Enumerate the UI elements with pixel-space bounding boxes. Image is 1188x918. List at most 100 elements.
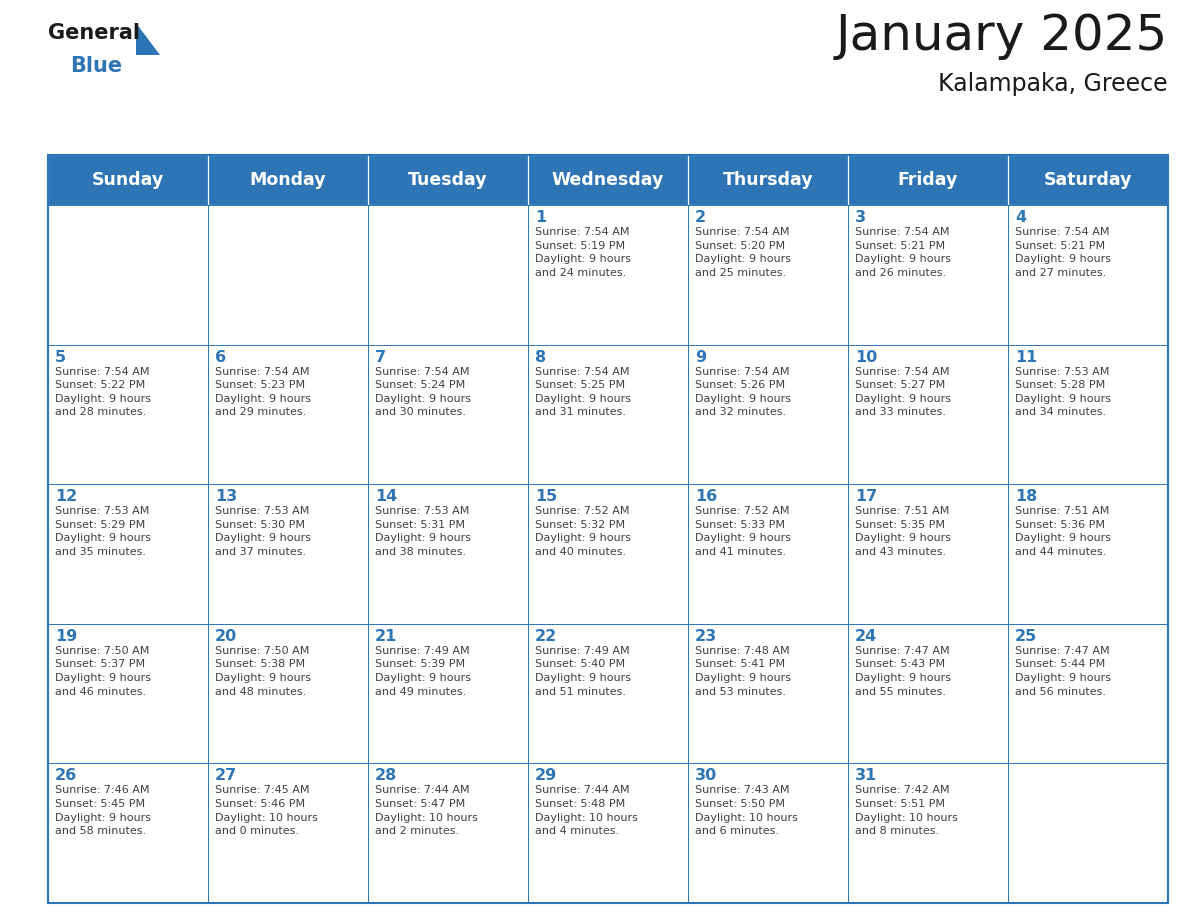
Bar xyxy=(1007,764,1168,903)
Text: Monday: Monday xyxy=(249,171,327,189)
Text: 3: 3 xyxy=(855,210,866,225)
Text: Sunrise: 7:47 AM
Sunset: 5:43 PM
Daylight: 9 hours
and 55 minutes.: Sunrise: 7:47 AM Sunset: 5:43 PM Dayligh… xyxy=(855,645,952,697)
Text: Sunrise: 7:54 AM
Sunset: 5:23 PM
Daylight: 9 hours
and 29 minutes.: Sunrise: 7:54 AM Sunset: 5:23 PM Dayligh… xyxy=(215,366,311,418)
Text: Sunrise: 7:45 AM
Sunset: 5:46 PM
Daylight: 10 hours
and 0 minutes.: Sunrise: 7:45 AM Sunset: 5:46 PM Dayligh… xyxy=(215,786,318,836)
Text: 24: 24 xyxy=(855,629,877,644)
Bar xyxy=(688,155,848,205)
Bar xyxy=(368,624,527,764)
Polygon shape xyxy=(135,23,160,55)
Bar xyxy=(688,205,848,344)
Bar xyxy=(208,205,368,344)
Bar xyxy=(368,205,527,344)
Text: 31: 31 xyxy=(855,768,877,783)
Text: 18: 18 xyxy=(1015,489,1037,504)
Text: Sunrise: 7:53 AM
Sunset: 5:30 PM
Daylight: 9 hours
and 37 minutes.: Sunrise: 7:53 AM Sunset: 5:30 PM Dayligh… xyxy=(215,506,311,557)
Text: 5: 5 xyxy=(55,350,67,364)
Bar xyxy=(368,484,527,624)
Bar xyxy=(848,484,1007,624)
Text: 11: 11 xyxy=(1015,350,1037,364)
Bar xyxy=(368,764,527,903)
Bar xyxy=(527,155,688,205)
Text: Sunrise: 7:53 AM
Sunset: 5:28 PM
Daylight: 9 hours
and 34 minutes.: Sunrise: 7:53 AM Sunset: 5:28 PM Dayligh… xyxy=(1015,366,1111,418)
Bar xyxy=(527,484,688,624)
Bar xyxy=(1007,344,1168,484)
Text: Sunrise: 7:54 AM
Sunset: 5:27 PM
Daylight: 9 hours
and 33 minutes.: Sunrise: 7:54 AM Sunset: 5:27 PM Dayligh… xyxy=(855,366,952,418)
Text: 8: 8 xyxy=(535,350,546,364)
Bar xyxy=(688,764,848,903)
Text: 26: 26 xyxy=(55,768,77,783)
Bar xyxy=(848,205,1007,344)
Text: Sunrise: 7:54 AM
Sunset: 5:21 PM
Daylight: 9 hours
and 27 minutes.: Sunrise: 7:54 AM Sunset: 5:21 PM Dayligh… xyxy=(1015,227,1111,278)
Text: Thursday: Thursday xyxy=(722,171,814,189)
Text: Sunrise: 7:54 AM
Sunset: 5:26 PM
Daylight: 9 hours
and 32 minutes.: Sunrise: 7:54 AM Sunset: 5:26 PM Dayligh… xyxy=(695,366,791,418)
Bar xyxy=(527,764,688,903)
Bar xyxy=(688,344,848,484)
Text: Sunrise: 7:52 AM
Sunset: 5:33 PM
Daylight: 9 hours
and 41 minutes.: Sunrise: 7:52 AM Sunset: 5:33 PM Dayligh… xyxy=(695,506,791,557)
Text: Kalampaka, Greece: Kalampaka, Greece xyxy=(939,72,1168,96)
Text: 10: 10 xyxy=(855,350,877,364)
Bar xyxy=(1007,624,1168,764)
Text: Saturday: Saturday xyxy=(1044,171,1132,189)
Text: Friday: Friday xyxy=(898,171,959,189)
Text: Sunrise: 7:49 AM
Sunset: 5:39 PM
Daylight: 9 hours
and 49 minutes.: Sunrise: 7:49 AM Sunset: 5:39 PM Dayligh… xyxy=(375,645,470,697)
Text: 25: 25 xyxy=(1015,629,1037,644)
Text: Sunrise: 7:49 AM
Sunset: 5:40 PM
Daylight: 9 hours
and 51 minutes.: Sunrise: 7:49 AM Sunset: 5:40 PM Dayligh… xyxy=(535,645,631,697)
Bar xyxy=(688,484,848,624)
Bar xyxy=(848,155,1007,205)
Bar xyxy=(48,344,208,484)
Text: Sunrise: 7:54 AM
Sunset: 5:19 PM
Daylight: 9 hours
and 24 minutes.: Sunrise: 7:54 AM Sunset: 5:19 PM Dayligh… xyxy=(535,227,631,278)
Text: Sunrise: 7:53 AM
Sunset: 5:31 PM
Daylight: 9 hours
and 38 minutes.: Sunrise: 7:53 AM Sunset: 5:31 PM Dayligh… xyxy=(375,506,470,557)
Bar xyxy=(208,624,368,764)
Bar xyxy=(48,155,1168,903)
Bar xyxy=(848,624,1007,764)
Text: 1: 1 xyxy=(535,210,546,225)
Bar xyxy=(527,624,688,764)
Text: 29: 29 xyxy=(535,768,557,783)
Text: Sunrise: 7:44 AM
Sunset: 5:47 PM
Daylight: 10 hours
and 2 minutes.: Sunrise: 7:44 AM Sunset: 5:47 PM Dayligh… xyxy=(375,786,478,836)
Bar xyxy=(208,344,368,484)
Text: Sunrise: 7:54 AM
Sunset: 5:21 PM
Daylight: 9 hours
and 26 minutes.: Sunrise: 7:54 AM Sunset: 5:21 PM Dayligh… xyxy=(855,227,952,278)
Text: Sunrise: 7:47 AM
Sunset: 5:44 PM
Daylight: 9 hours
and 56 minutes.: Sunrise: 7:47 AM Sunset: 5:44 PM Dayligh… xyxy=(1015,645,1111,697)
Text: 2: 2 xyxy=(695,210,706,225)
Text: 17: 17 xyxy=(855,489,877,504)
Text: Sunrise: 7:52 AM
Sunset: 5:32 PM
Daylight: 9 hours
and 40 minutes.: Sunrise: 7:52 AM Sunset: 5:32 PM Dayligh… xyxy=(535,506,631,557)
Text: 27: 27 xyxy=(215,768,238,783)
Text: 28: 28 xyxy=(375,768,397,783)
Text: Sunrise: 7:43 AM
Sunset: 5:50 PM
Daylight: 10 hours
and 6 minutes.: Sunrise: 7:43 AM Sunset: 5:50 PM Dayligh… xyxy=(695,786,798,836)
Text: 22: 22 xyxy=(535,629,557,644)
Text: Sunrise: 7:51 AM
Sunset: 5:36 PM
Daylight: 9 hours
and 44 minutes.: Sunrise: 7:51 AM Sunset: 5:36 PM Dayligh… xyxy=(1015,506,1111,557)
Bar xyxy=(48,484,208,624)
Text: 14: 14 xyxy=(375,489,397,504)
Text: Sunrise: 7:54 AM
Sunset: 5:22 PM
Daylight: 9 hours
and 28 minutes.: Sunrise: 7:54 AM Sunset: 5:22 PM Dayligh… xyxy=(55,366,151,418)
Text: 4: 4 xyxy=(1015,210,1026,225)
Bar xyxy=(48,205,208,344)
Bar xyxy=(368,344,527,484)
Bar xyxy=(208,484,368,624)
Text: Blue: Blue xyxy=(70,56,122,76)
Text: 9: 9 xyxy=(695,350,706,364)
Text: Sunrise: 7:48 AM
Sunset: 5:41 PM
Daylight: 9 hours
and 53 minutes.: Sunrise: 7:48 AM Sunset: 5:41 PM Dayligh… xyxy=(695,645,791,697)
Text: Sunrise: 7:54 AM
Sunset: 5:24 PM
Daylight: 9 hours
and 30 minutes.: Sunrise: 7:54 AM Sunset: 5:24 PM Dayligh… xyxy=(375,366,470,418)
Text: 30: 30 xyxy=(695,768,718,783)
Text: 21: 21 xyxy=(375,629,397,644)
Text: Sunday: Sunday xyxy=(91,171,164,189)
Text: Sunrise: 7:51 AM
Sunset: 5:35 PM
Daylight: 9 hours
and 43 minutes.: Sunrise: 7:51 AM Sunset: 5:35 PM Dayligh… xyxy=(855,506,952,557)
Bar xyxy=(527,205,688,344)
Text: Sunrise: 7:46 AM
Sunset: 5:45 PM
Daylight: 9 hours
and 58 minutes.: Sunrise: 7:46 AM Sunset: 5:45 PM Dayligh… xyxy=(55,786,151,836)
Text: 19: 19 xyxy=(55,629,77,644)
Bar xyxy=(1007,155,1168,205)
Text: January 2025: January 2025 xyxy=(835,12,1168,60)
Text: Sunrise: 7:53 AM
Sunset: 5:29 PM
Daylight: 9 hours
and 35 minutes.: Sunrise: 7:53 AM Sunset: 5:29 PM Dayligh… xyxy=(55,506,151,557)
Bar xyxy=(48,764,208,903)
Bar xyxy=(48,624,208,764)
Bar xyxy=(368,155,527,205)
Text: 7: 7 xyxy=(375,350,386,364)
Text: 23: 23 xyxy=(695,629,718,644)
Bar xyxy=(848,764,1007,903)
Bar xyxy=(1007,484,1168,624)
Text: Sunrise: 7:44 AM
Sunset: 5:48 PM
Daylight: 10 hours
and 4 minutes.: Sunrise: 7:44 AM Sunset: 5:48 PM Dayligh… xyxy=(535,786,638,836)
Text: Sunrise: 7:42 AM
Sunset: 5:51 PM
Daylight: 10 hours
and 8 minutes.: Sunrise: 7:42 AM Sunset: 5:51 PM Dayligh… xyxy=(855,786,958,836)
Text: General: General xyxy=(48,23,140,43)
Bar xyxy=(208,764,368,903)
Bar xyxy=(688,624,848,764)
